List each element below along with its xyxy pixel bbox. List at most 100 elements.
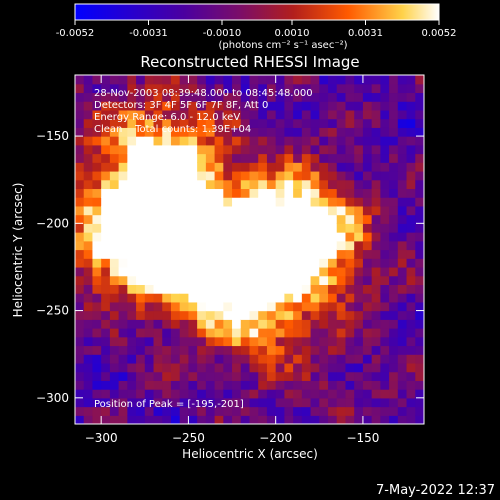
heatmap-cell — [109, 406, 120, 416]
heatmap-cell — [301, 397, 312, 408]
y-tick-label: −200 — [36, 216, 69, 230]
heatmap-cell — [293, 101, 303, 111]
heatmap-cell — [319, 266, 329, 277]
heatmap-cell — [179, 75, 190, 85]
heatmap-cell — [136, 371, 146, 381]
heatmap-cell — [415, 170, 424, 181]
heatmap-cell — [380, 109, 390, 120]
heatmap-cell — [92, 205, 102, 216]
heatmap-cell — [319, 293, 329, 303]
heatmap-cell — [214, 284, 224, 294]
heatmap-cell — [170, 75, 181, 85]
heatmap-cell — [75, 389, 85, 399]
heatmap-cell — [397, 170, 408, 181]
heatmap-cell — [362, 118, 373, 128]
heatmap-cell — [188, 310, 198, 320]
heatmap-cell — [345, 197, 355, 207]
heatmap-cell — [266, 205, 277, 216]
heatmap-cell — [258, 310, 268, 320]
heatmap-cell — [301, 380, 312, 390]
heatmap-cell — [362, 101, 373, 111]
heatmap-cell — [389, 127, 399, 137]
heatmap-cell — [240, 371, 251, 381]
heatmap-cell — [336, 275, 347, 285]
heatmap-cell — [144, 170, 155, 181]
heatmap-cell — [170, 101, 181, 111]
heatmap-cell — [284, 328, 294, 338]
heatmap-cell — [197, 223, 207, 233]
heatmap-cell — [275, 118, 285, 128]
heatmap-cell — [109, 118, 120, 128]
heatmap-cell — [319, 75, 329, 85]
heatmap-cell — [214, 293, 224, 303]
heatmap-cell — [345, 284, 355, 294]
heatmap-cell — [380, 301, 390, 312]
heatmap-cell — [380, 354, 390, 364]
heatmap-cell — [275, 249, 285, 259]
heatmap-cell — [336, 170, 347, 181]
heatmap-cell — [153, 328, 163, 338]
heatmap-cell — [275, 232, 285, 242]
heatmap-cell — [75, 153, 85, 163]
heatmap-cell — [136, 301, 146, 312]
heatmap-cell — [188, 170, 198, 181]
heatmap-cell — [258, 275, 268, 285]
heatmap-cell — [406, 162, 416, 172]
heatmap-cell — [83, 83, 94, 94]
heatmap-cell — [118, 75, 128, 85]
heatmap-cell — [188, 275, 198, 285]
heatmap-cell — [354, 389, 364, 399]
heatmap-cell — [127, 232, 137, 242]
heatmap-cell — [232, 284, 242, 294]
heatmap-cell — [362, 249, 373, 259]
heatmap-cell — [197, 354, 207, 364]
heatmap-cell — [75, 136, 85, 146]
heatmap-cell — [109, 371, 120, 381]
heatmap-cell — [101, 301, 111, 312]
heatmap-cell — [170, 249, 181, 259]
heatmap-cell — [293, 144, 303, 155]
heatmap-cell — [153, 310, 163, 320]
heatmap-cell — [362, 362, 373, 373]
heatmap-cell — [328, 214, 338, 224]
heatmap-cell — [179, 319, 190, 329]
heatmap-cell — [153, 266, 163, 277]
heatmap-cell — [319, 240, 329, 251]
heatmap-cell — [328, 240, 338, 251]
heatmap-cell — [127, 293, 137, 303]
heatmap-cell — [101, 328, 111, 338]
heatmap-cell — [118, 153, 128, 163]
heatmap-cell — [240, 188, 251, 198]
heatmap-cell — [197, 249, 207, 259]
heatmap-cell — [153, 92, 163, 102]
heatmap-cell — [345, 240, 355, 251]
heatmap-cell — [197, 75, 207, 85]
heatmap-cell — [197, 362, 207, 373]
heatmap-cell — [144, 144, 155, 155]
heatmap-cell — [162, 336, 172, 347]
heatmap-cell — [109, 214, 120, 224]
heatmap-cell — [136, 275, 146, 285]
heatmap-cell — [205, 258, 216, 268]
heatmap-cell — [153, 389, 163, 399]
heatmap-cell — [328, 153, 338, 163]
heatmap-cell — [354, 406, 364, 416]
heatmap-cell — [205, 319, 216, 329]
heatmap-cell — [118, 162, 128, 172]
heatmap-cell — [389, 284, 399, 294]
heatmap-cell — [75, 397, 85, 408]
heatmap-cell — [223, 170, 233, 181]
heatmap-cell — [380, 336, 390, 347]
heatmap-cell — [336, 389, 347, 399]
heatmap-cell — [345, 293, 355, 303]
heatmap-cell — [92, 275, 102, 285]
heatmap-cell — [214, 118, 224, 128]
heatmap-cell — [284, 310, 294, 320]
heatmap-cell — [301, 136, 312, 146]
heatmap-cell — [179, 170, 190, 181]
heatmap-cell — [144, 284, 155, 294]
heatmap-cell — [293, 319, 303, 329]
heatmap-cell — [284, 249, 294, 259]
heatmap-cell — [328, 293, 338, 303]
heatmap-cell — [371, 162, 381, 172]
